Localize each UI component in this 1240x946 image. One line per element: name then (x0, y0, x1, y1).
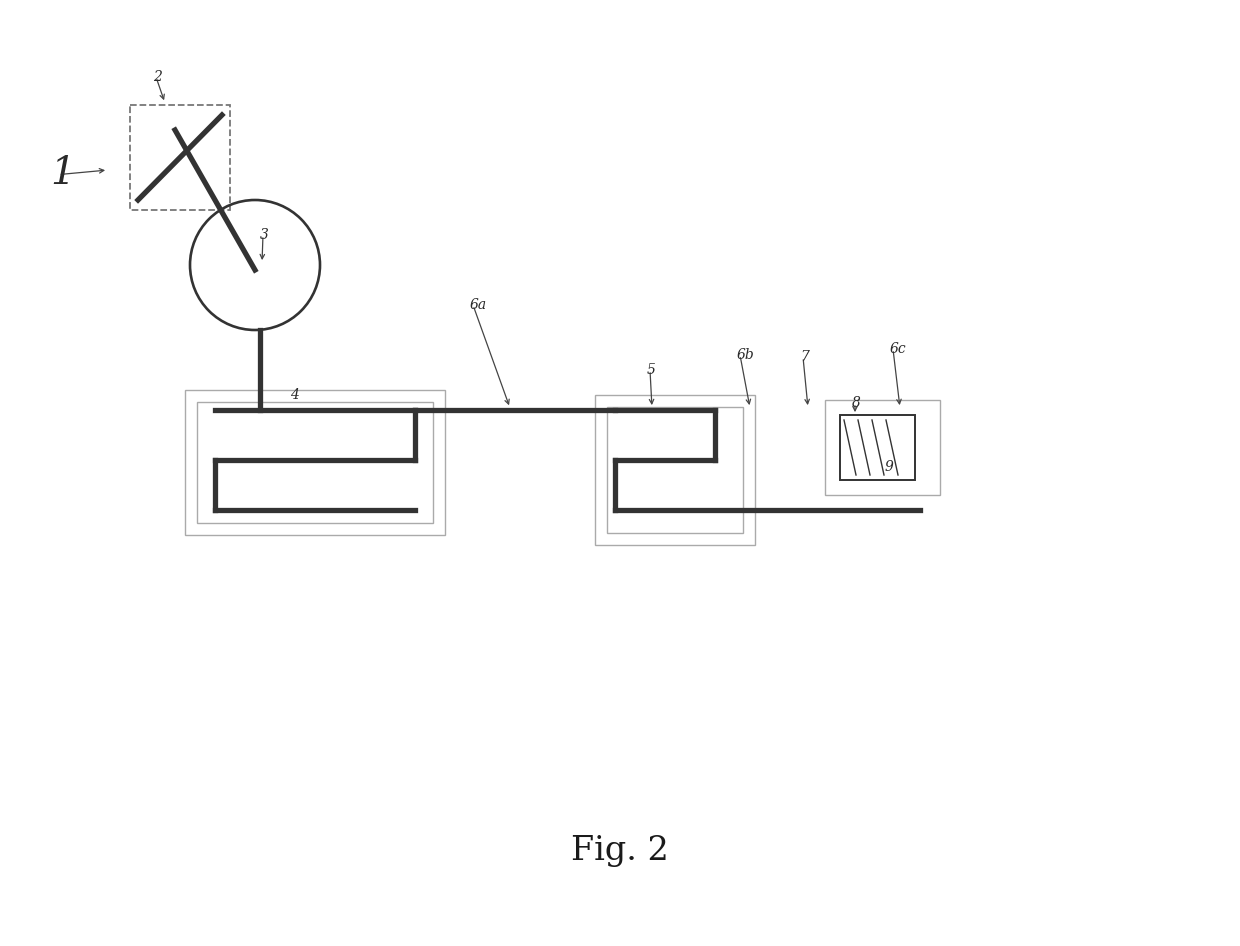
Bar (825, 400, 940, 495)
Text: 6a: 6a (470, 298, 487, 312)
Text: 6b: 6b (737, 348, 755, 362)
Text: 9: 9 (885, 460, 894, 474)
Text: 4: 4 (290, 388, 299, 402)
Text: 5: 5 (647, 363, 656, 377)
Text: 1: 1 (50, 155, 74, 192)
Text: 2: 2 (153, 70, 162, 84)
Text: 8: 8 (852, 396, 861, 410)
Text: 7: 7 (800, 350, 808, 364)
Text: 3: 3 (260, 228, 269, 242)
Bar (197, 402, 433, 523)
Bar (839, 415, 915, 480)
Bar (608, 407, 743, 533)
Bar (185, 390, 445, 535)
Bar (130, 105, 229, 210)
Text: Fig. 2: Fig. 2 (572, 835, 668, 867)
Text: 6c: 6c (890, 342, 906, 356)
Bar (595, 395, 755, 545)
